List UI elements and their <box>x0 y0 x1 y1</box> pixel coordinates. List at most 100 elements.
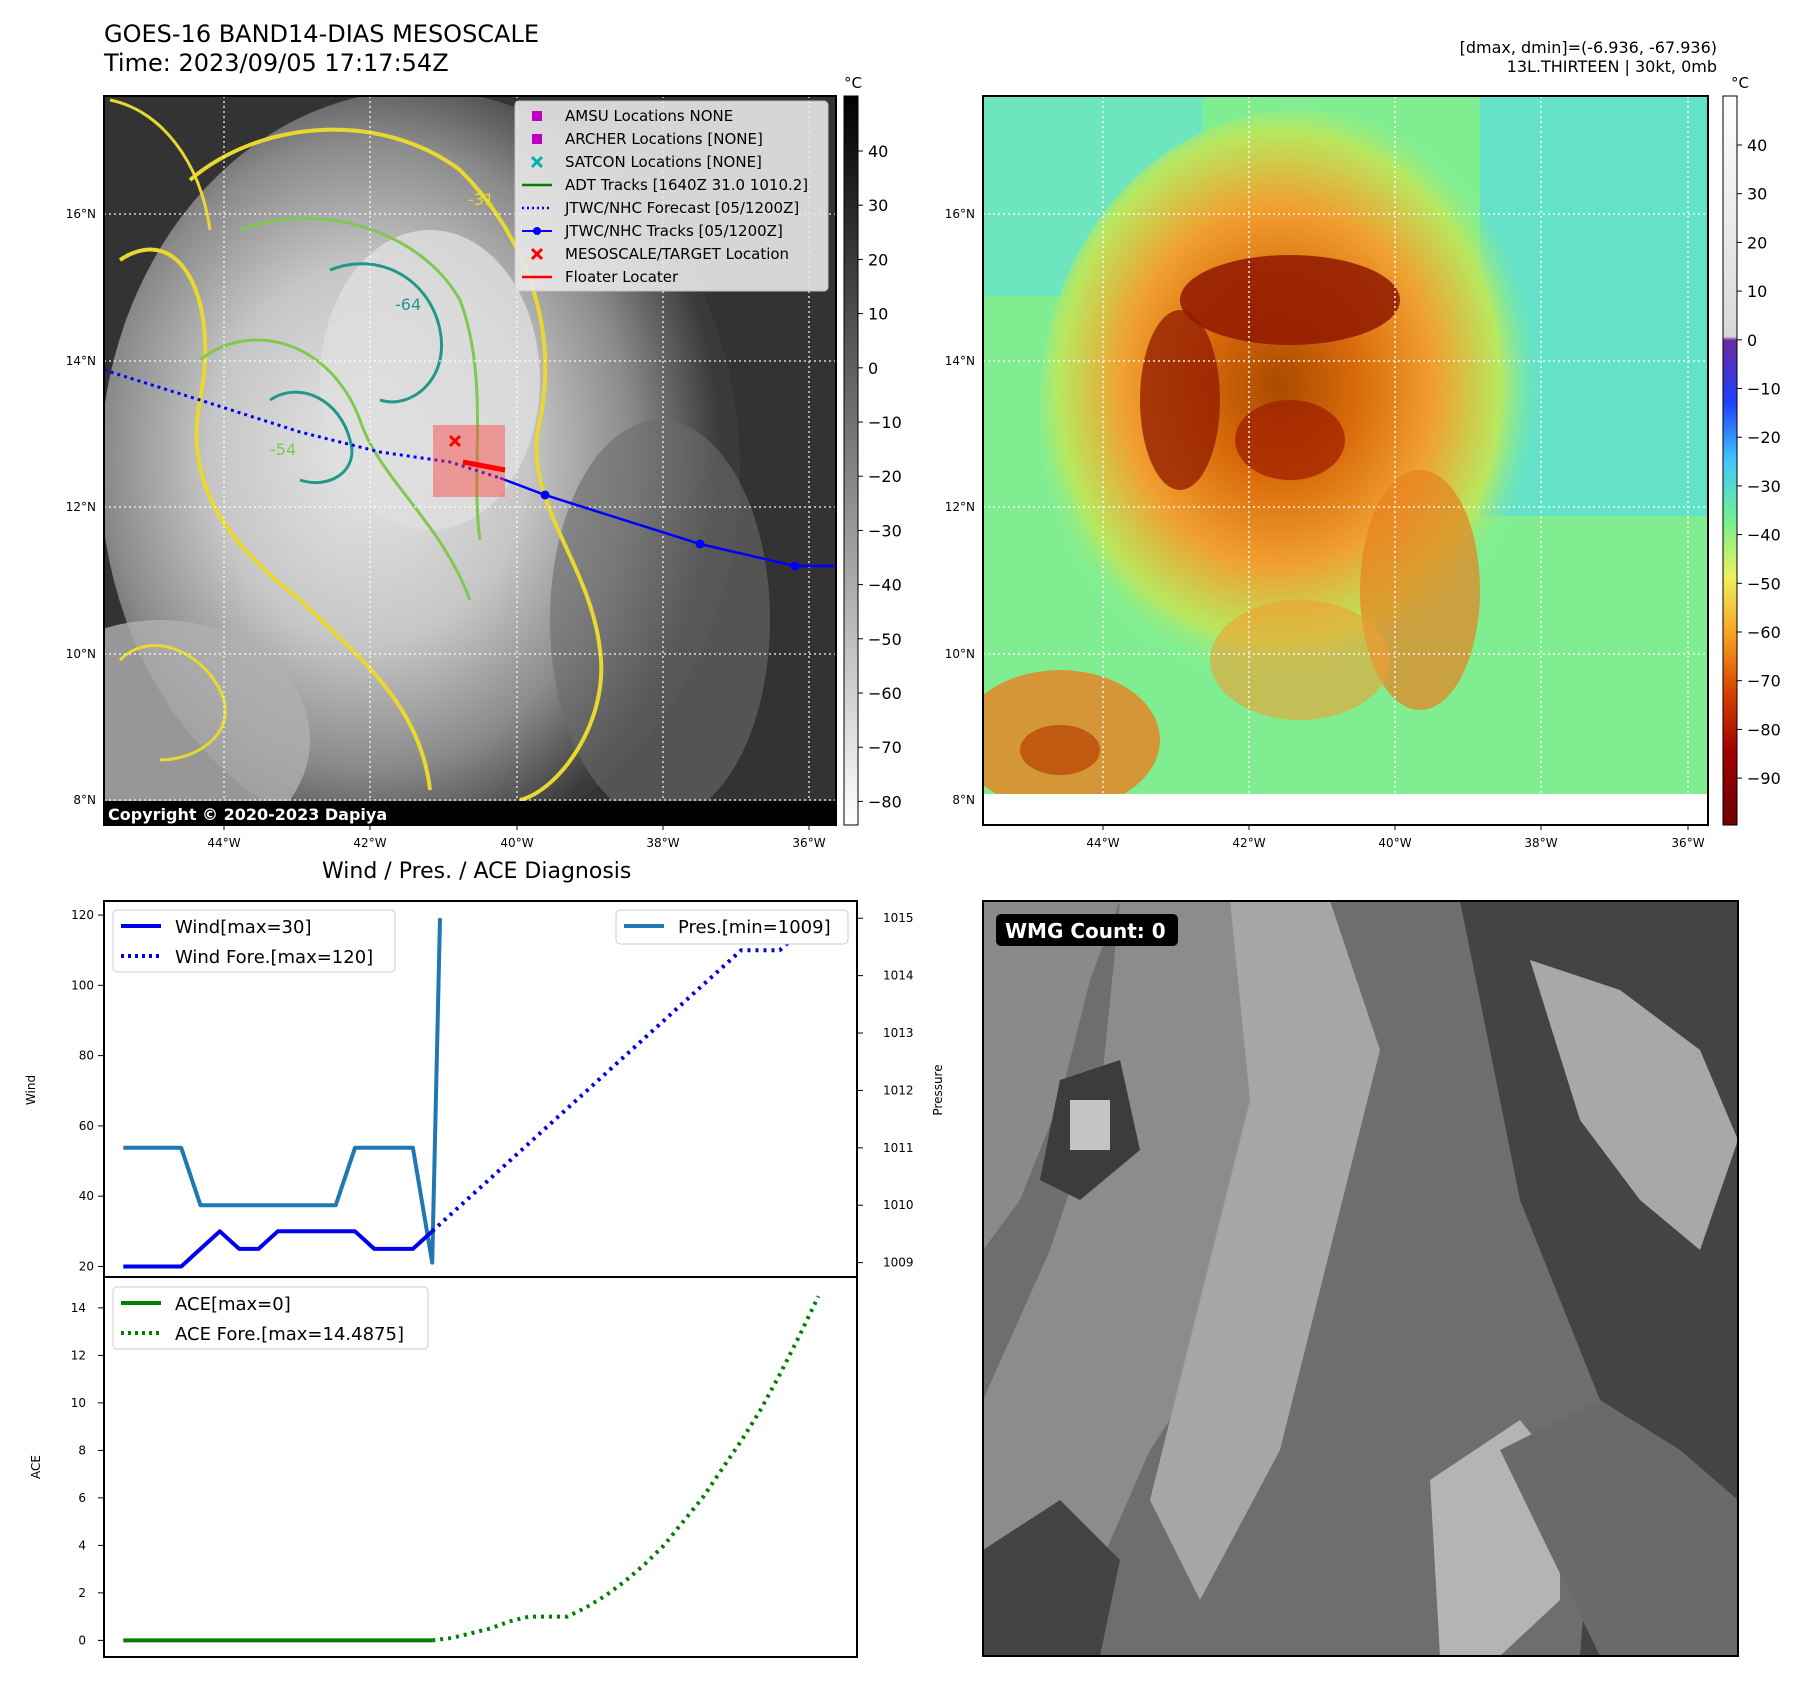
legend-label: MESOSCALE/TARGET Location <box>565 245 789 263</box>
lon-tick-label: 42°W <box>353 836 386 850</box>
lat-tick-label: 8°N <box>952 793 975 807</box>
legend-wind: Wind[max=30] <box>175 917 312 938</box>
pressure-tick-label: 1012 <box>883 1083 914 1097</box>
pressure-tick-label: 1014 <box>883 969 914 983</box>
title-line-1: GOES-16 BAND14-DIAS MESOSCALE <box>104 20 540 48</box>
colorbar-tick-label: −40 <box>1747 526 1781 545</box>
colorbar-tick-label: −20 <box>1747 428 1781 447</box>
copyright-text: Copyright © 2020-2023 Dapiya <box>108 805 387 824</box>
colorbar-tick-label: −40 <box>868 576 902 595</box>
colorbar-tick-label: −50 <box>868 630 902 649</box>
ace-tick-label: 12 <box>71 1348 86 1362</box>
forecast-track-line <box>103 368 501 480</box>
wmg-count-badge <box>996 914 1178 946</box>
copyright-bar <box>104 801 836 825</box>
legend-label: Floater Locater <box>565 268 679 286</box>
storm-info: 13L.THIRTEEN | 30kt, 0mb <box>1506 57 1717 76</box>
colorbar-tick-label: −30 <box>868 521 902 540</box>
colorbar-tick-label: 10 <box>1747 282 1767 301</box>
figure-title: GOES-16 BAND14-DIAS MESOSCALE Time: 2023… <box>104 20 539 78</box>
wind-legend: Wind[max=30] Wind Fore.[max=120] <box>112 909 396 973</box>
ace-legend: ACE[max=0] ACE Fore.[max=14.4875] <box>112 1286 429 1350</box>
legend-pressure: Pres.[min=1009] <box>678 917 831 938</box>
lat-tick-label: 10°N <box>945 647 975 661</box>
lat-tick-label: 12°N <box>66 500 96 514</box>
pressure-series-line <box>123 918 442 1265</box>
legend-ace-forecast: ACE Fore.[max=14.4875] <box>175 1324 404 1345</box>
lon-tick-label: 40°W <box>500 836 533 850</box>
contour-label: -64 <box>395 295 421 314</box>
legend-label: JTWC/NHC Forecast [05/1200Z] <box>564 199 799 217</box>
colorbar-tick-label: −50 <box>1747 574 1781 593</box>
ir-colorbar: °C 40 30 20 10 0 −10 −20 −30 −40 −50 −60 −70 −80 <box>843 74 902 826</box>
legend-label: JTWC/NHC Tracks [05/1200Z] <box>564 222 783 240</box>
ace-tick-label: 6 <box>78 1491 86 1505</box>
ace-tick-label: 0 <box>78 1633 86 1647</box>
legend-entry: JTWC/NHC Tracks [05/1200Z] <box>522 222 783 240</box>
colorbar-tick-label: −20 <box>868 467 902 486</box>
colorbar-tick-label: 0 <box>1747 331 1757 350</box>
ace-tick-label: 8 <box>78 1443 86 1457</box>
ir-legend: AMSU Locations NONE ARCHER Locations [NON… <box>514 100 829 292</box>
figure-subtitle: [dmax, dmin]=(-6.936, -67.936) 13L.THIRT… <box>1460 38 1717 76</box>
colorbar-tick-label: 10 <box>868 305 888 324</box>
colorbar-unit: °C <box>1731 74 1749 92</box>
wind-tick-label: 20 <box>79 1259 94 1273</box>
legend-entry: Floater Locater <box>522 268 679 286</box>
floater-locater <box>462 459 506 473</box>
track-point <box>540 490 550 500</box>
legend-label: SATCON Locations [NONE] <box>565 153 762 171</box>
legend-entry: ADT Tracks [1640Z 31.0 1010.2] <box>522 176 808 194</box>
lon-tick-label: 44°W <box>207 836 240 850</box>
target-location-marker <box>448 434 462 448</box>
colorbar-tick-label: 30 <box>868 196 888 215</box>
pressure-tick-label: 1011 <box>883 1141 914 1155</box>
lat-tick-label: 14°N <box>945 354 975 368</box>
lat-tick-label: 10°N <box>66 647 96 661</box>
wind-axis-label: Wind <box>24 1075 38 1105</box>
color-enhanced-panel: 16°N 14°N 12°N 10°N 8°N 44°W 42°W 40°W 38°W 36°W <box>945 95 1709 850</box>
colorbar-tick-label: 20 <box>868 250 888 269</box>
wind-tick-label: 120 <box>71 908 94 922</box>
legend-label: ADT Tracks [1640Z 31.0 1010.2] <box>565 176 808 194</box>
pressure-tick-label: 1010 <box>883 1198 914 1212</box>
wind-tick-label: 80 <box>79 1049 94 1063</box>
legend-entry: JTWC/NHC Forecast [05/1200Z] <box>522 199 799 217</box>
colorbar-tick-label: −90 <box>1747 769 1781 788</box>
lon-tick-label: 38°W <box>646 836 679 850</box>
colorbar-unit: °C <box>844 74 862 92</box>
lat-tick-label: 12°N <box>945 500 975 514</box>
ace-tick-label: 2 <box>78 1586 86 1600</box>
pressure-tick-label: 1013 <box>883 1026 914 1040</box>
colorbar-tick-label: −80 <box>1747 720 1781 739</box>
lon-tick-label: 44°W <box>1086 836 1119 850</box>
legend-entry: SATCON Locations [NONE] <box>530 153 762 171</box>
lat-tick-label: 14°N <box>66 354 96 368</box>
pressure-tick-label: 1015 <box>883 911 914 925</box>
pressure-legend: Pres.[min=1009] <box>615 909 849 945</box>
pressure-tick-label: 1009 <box>883 1256 914 1270</box>
colorbar-tick-label: −60 <box>868 684 902 703</box>
wmg-panel: WMG Count: 0 <box>982 900 1739 1657</box>
contour-label: -54 <box>270 440 296 459</box>
contour-label: -31 <box>468 190 494 209</box>
legend-entry: MESOSCALE/TARGET Location <box>530 245 789 263</box>
colorbar-tick-label: −10 <box>868 413 902 432</box>
lon-tick-label: 36°W <box>1671 836 1704 850</box>
title-line-2: Time: 2023/09/05 17:17:54Z <box>104 49 449 77</box>
ace-axis-label: ACE <box>29 1455 43 1479</box>
colorbar-tick-label: −70 <box>868 738 902 757</box>
lat-tick-label: 16°N <box>945 207 975 221</box>
pressure-axis-label: Pressure <box>931 1064 945 1115</box>
ace-tick-label: 14 <box>71 1301 86 1315</box>
diagnosis-title: Wind / Pres. / ACE Diagnosis <box>322 859 632 884</box>
wind-tick-label: 60 <box>79 1119 94 1133</box>
colorbar-tick-label: −70 <box>1747 672 1781 691</box>
colorbar-tick-label: 40 <box>1747 136 1767 155</box>
lat-tick-label: 8°N <box>73 793 96 807</box>
legend-label: AMSU Locations NONE <box>565 107 733 125</box>
legend-wind-forecast: Wind Fore.[max=120] <box>175 947 373 968</box>
ace-forecast-series-line <box>431 1295 821 1643</box>
wind-series-line <box>123 1229 434 1269</box>
